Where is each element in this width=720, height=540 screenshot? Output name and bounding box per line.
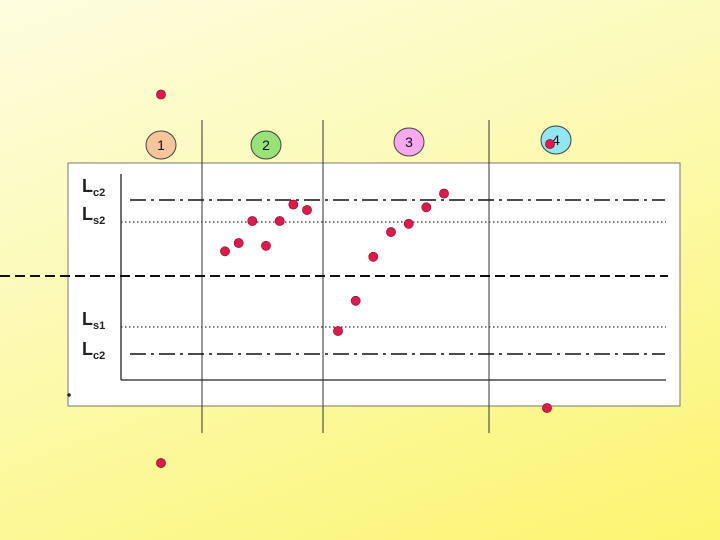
zone-badge-label-2: 2 <box>262 137 270 153</box>
data-point-zone3-7 <box>439 188 449 199</box>
data-point-zone3-4 <box>386 227 396 237</box>
zone-badge-label-1: 1 <box>157 137 165 153</box>
data-point-zone1-1 <box>156 89 166 100</box>
data-point-zone2-6 <box>288 199 299 210</box>
chart-panel <box>67 162 681 407</box>
zone-badge-1: 1 <box>145 130 177 160</box>
data-point-zone2-2 <box>233 238 244 248</box>
data-point-zone3-2 <box>350 295 361 306</box>
stray-dot <box>67 393 71 397</box>
limit-label-lsl: Ls1 <box>82 309 105 332</box>
limit-label-ucl: Lc2 <box>82 176 105 199</box>
limit-label-lcl: Lc2 <box>82 339 105 362</box>
data-point-zone2-4 <box>261 240 271 251</box>
zone-badge-3: 3 <box>393 127 425 157</box>
data-point-zone2-7 <box>302 205 312 215</box>
limit-label-usl: Ls2 <box>82 204 105 227</box>
data-point-zone3-6 <box>421 202 432 213</box>
data-points <box>156 89 555 468</box>
data-point-zone2-5 <box>274 216 285 226</box>
zone-badge-label-4: 4 <box>552 132 560 148</box>
data-point-zone4-1 <box>545 139 555 149</box>
data-point-zone3-3 <box>368 251 379 262</box>
zone-badge-label-3: 3 <box>405 134 413 150</box>
data-point-zone1-2 <box>156 458 166 468</box>
data-point-zone3-5 <box>403 218 414 229</box>
zone-badge-4: 4 <box>540 125 572 155</box>
zone-badge-2: 2 <box>250 130 282 160</box>
data-point-zone2-1 <box>220 246 230 257</box>
data-point-zone2-3 <box>247 216 258 226</box>
data-point-zone3-1 <box>333 326 343 336</box>
data-point-zone4-2 <box>542 403 552 413</box>
